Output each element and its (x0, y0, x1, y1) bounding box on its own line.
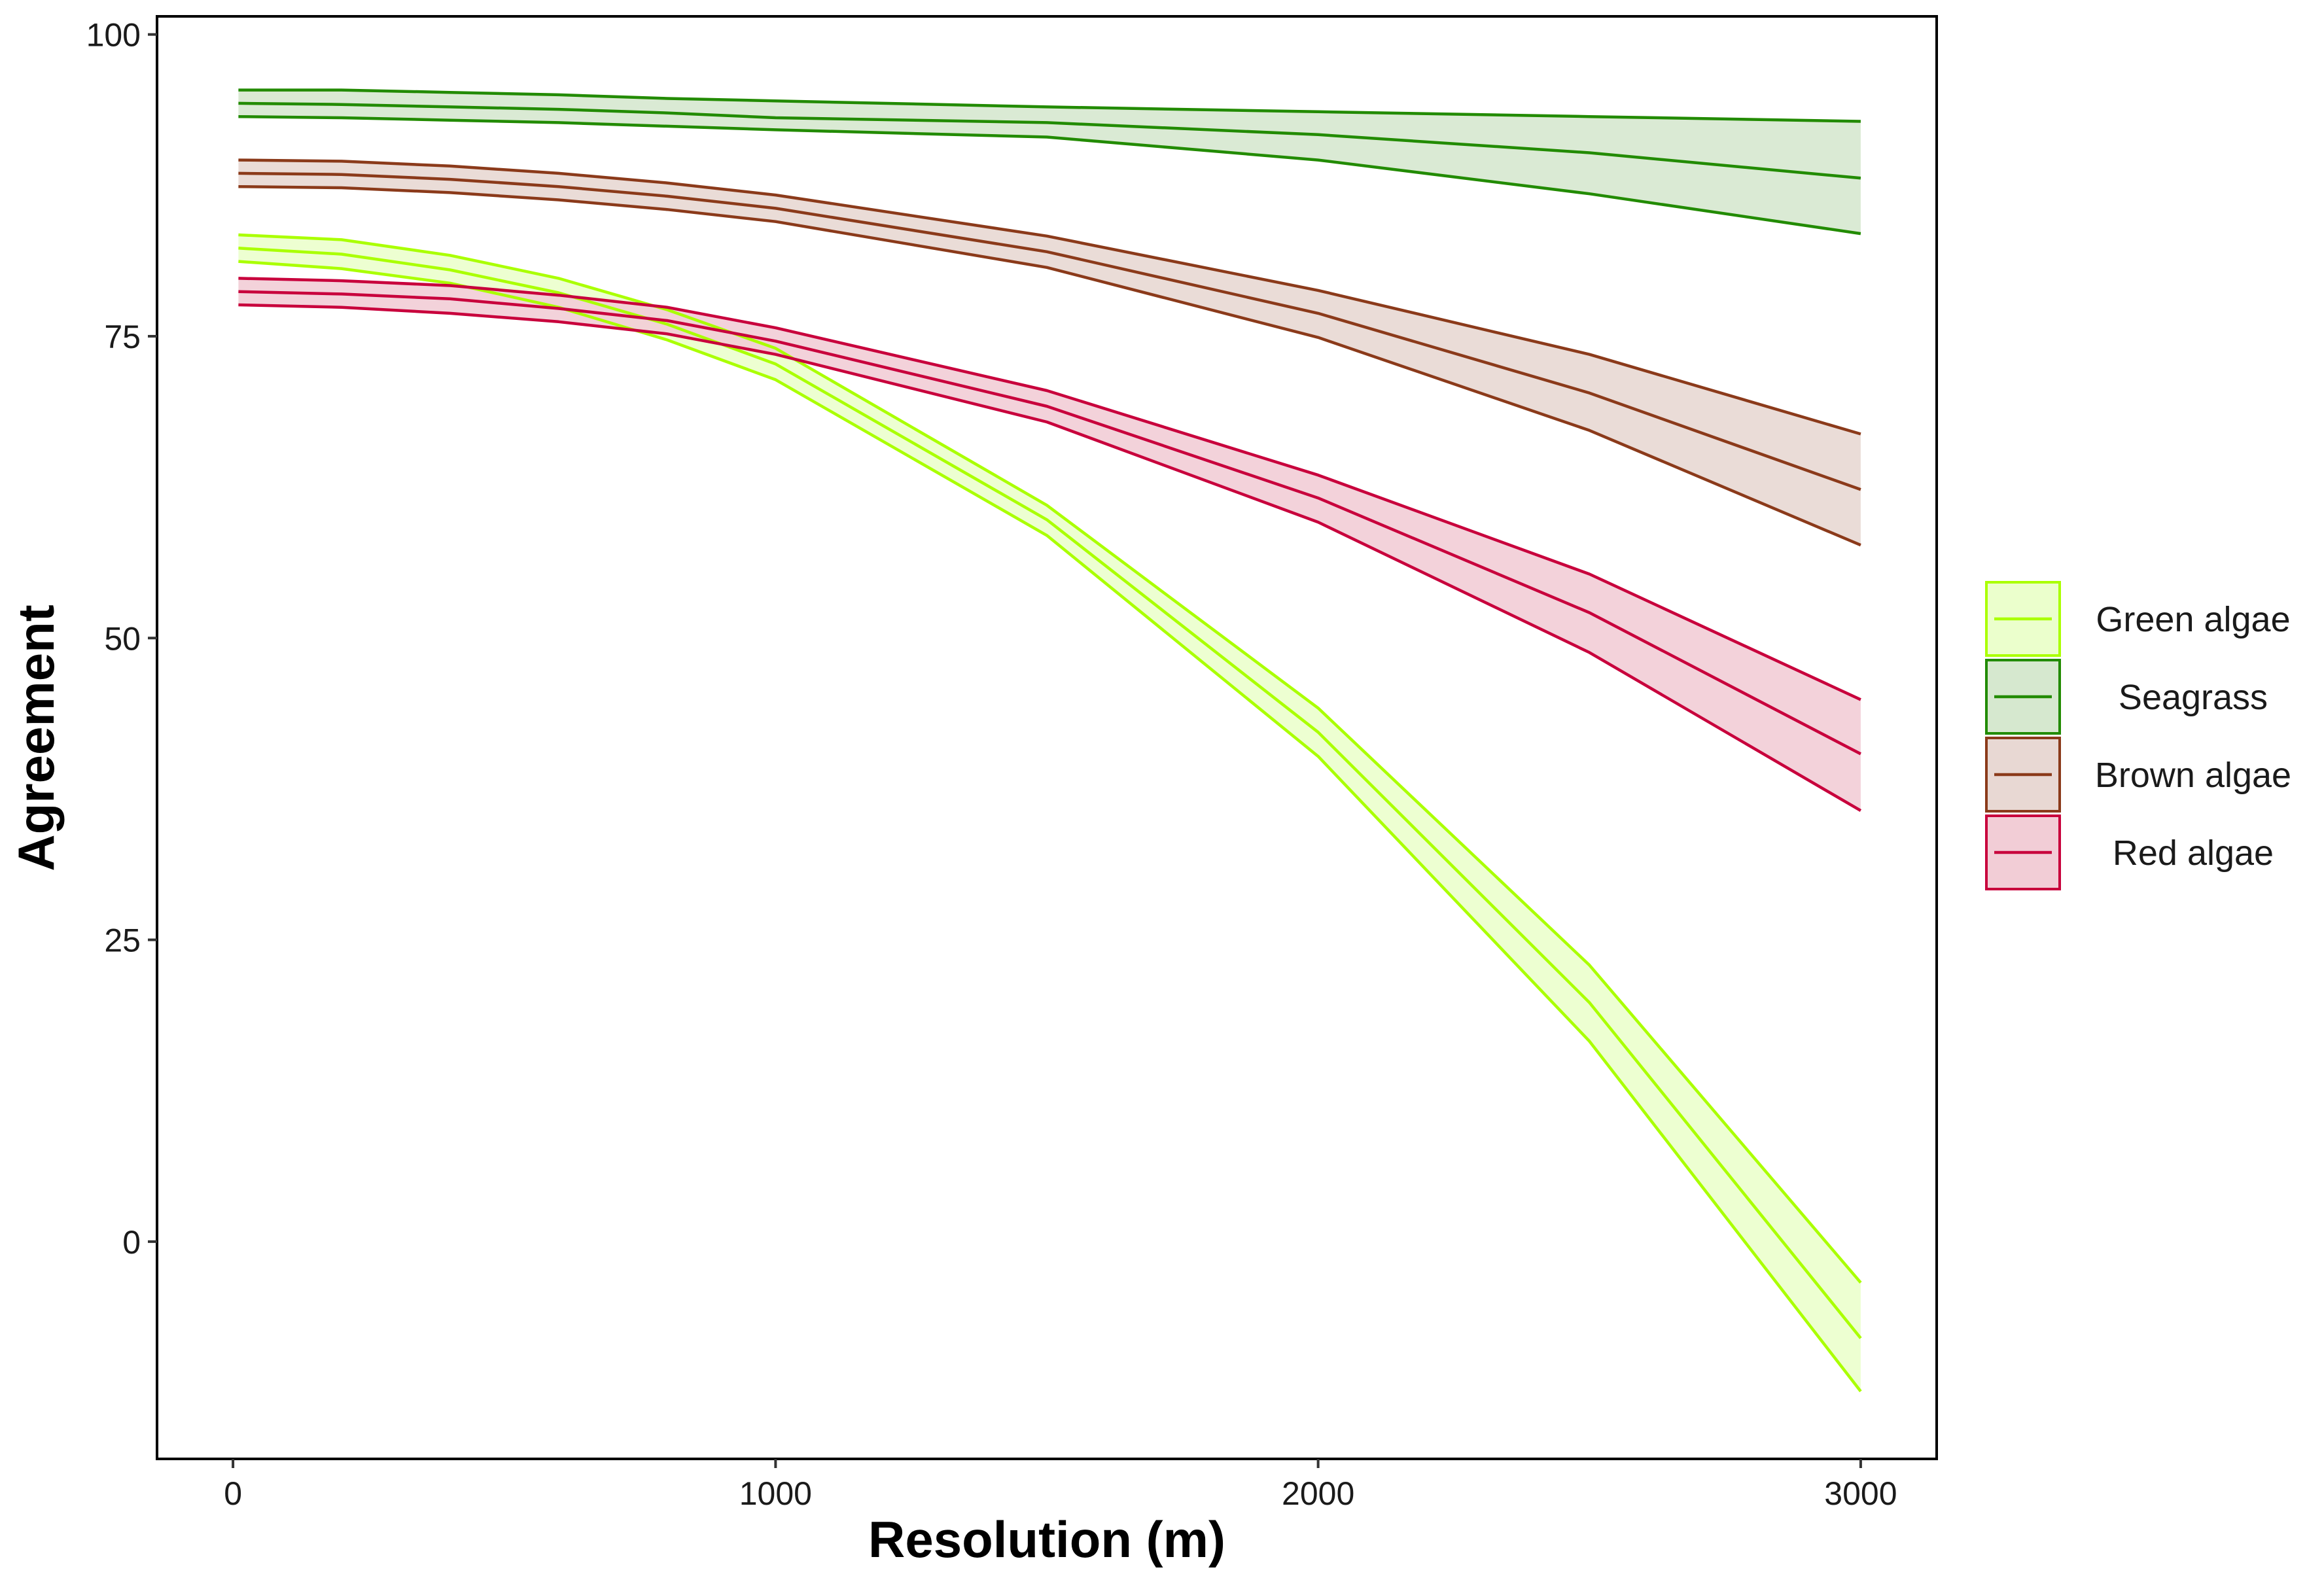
y-tick-label: 0 (122, 1224, 141, 1261)
seagrass-upper-line (238, 88, 1861, 123)
plot-panel (157, 16, 1937, 1459)
legend-label-brown-algae: Brown algae (2095, 756, 2291, 795)
y-tick-label: 25 (104, 922, 141, 959)
x-tick-label: 0 (224, 1475, 242, 1512)
y-tick-label: 50 (104, 620, 141, 657)
plot-border (156, 15, 1938, 1460)
x-tick-label: 1000 (739, 1475, 812, 1512)
y-tick-label: 75 (104, 319, 141, 355)
brown-algae-lower-line (238, 184, 1861, 547)
legend-label-green-algae: Green algae (2096, 600, 2290, 639)
y-tick-label: 100 (86, 17, 141, 54)
red-algae-lower-line (238, 303, 1862, 813)
seagrass-lower-line (238, 114, 1861, 236)
legend-label-red-algae: Red algae (2113, 833, 2274, 873)
legend-label-seagrass: Seagrass (2119, 678, 2268, 717)
brown-algae-upper-line (238, 158, 1861, 436)
y-axis-title: Agreement (7, 604, 65, 871)
x-axis: 0 1000 2000 3000 (224, 1459, 1897, 1512)
legend-item-seagrass: Seagrass (1985, 659, 2268, 735)
green-algae-upper-line (238, 233, 1862, 1284)
x-tick-label: 3000 (1824, 1475, 1897, 1512)
legend-item-red-algae: Red algae (1985, 814, 2274, 890)
red-algae-upper-line (238, 277, 1861, 701)
red-algae-mean-line (238, 290, 1861, 756)
x-tick-label: 2000 (1282, 1475, 1354, 1512)
legend-item-brown-algae: Brown algae (1985, 737, 2291, 813)
green-algae-lower-line (238, 260, 1862, 1393)
legend: Green algae Seagrass Brown algae Red algae (1985, 581, 2291, 890)
x-axis-title: Resolution (m) (868, 1511, 1225, 1568)
brown-algae-mean-line (238, 171, 1861, 491)
legend-item-green-algae: Green algae (1985, 581, 2291, 657)
series-lines (238, 88, 1862, 1393)
seagrass-mean-line (238, 101, 1861, 180)
y-axis: 0 25 50 75 100 (86, 17, 157, 1261)
seagrass-confidence-band (238, 90, 1861, 234)
